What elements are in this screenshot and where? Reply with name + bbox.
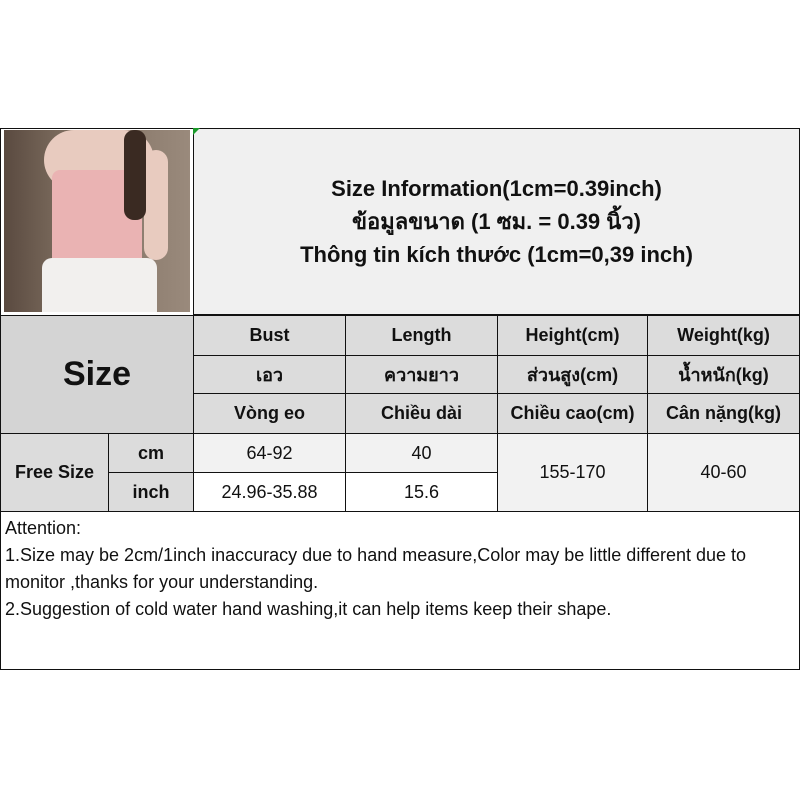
col-length-en: Length [345, 315, 498, 356]
size-header: Size [0, 315, 194, 434]
product-photo [4, 130, 190, 312]
photo-hair [124, 130, 146, 220]
col-weight-en: Weight(kg) [647, 315, 800, 356]
title-vietnamese: Thông tin kích thước (1cm=0,39 inch) [300, 242, 693, 267]
size-info-title: Size Information(1cm=0.39inch) ข้อมูลขนา… [193, 128, 800, 315]
height-value: 155-170 [497, 433, 648, 512]
attention-line-2: 2.Suggestion of cold water hand washing,… [5, 599, 612, 619]
title-thai: ข้อมูลขนาด (1 ซม. = 0.39 นิ้ว) [351, 209, 641, 234]
col-bust-th: เอว [193, 355, 346, 394]
bust-inch-value: 24.96-35.88 [193, 472, 346, 512]
cell-corner-marker [193, 128, 200, 135]
length-cm-value: 40 [345, 433, 498, 473]
length-inch-value: 15.6 [345, 472, 498, 512]
col-height-vi: Chiều cao(cm) [497, 393, 648, 434]
unit-cm: cm [108, 433, 194, 473]
attention-line-1: 1.Size may be 2cm/1inch inaccuracy due t… [5, 545, 747, 592]
title-english: Size Information(1cm=0.39inch) [331, 176, 662, 201]
col-height-en: Height(cm) [497, 315, 648, 356]
attention-heading: Attention: [5, 518, 82, 538]
photo-model-arm [144, 150, 168, 260]
attention-notes: Attention: 1.Size may be 2cm/1inch inacc… [0, 511, 800, 670]
row-free-size: Free Size [0, 433, 109, 512]
col-weight-vi: Cân nặng(kg) [647, 393, 800, 434]
col-length-th: ความยาว [345, 355, 498, 394]
col-weight-th: น้ำหนัก(kg) [647, 355, 800, 394]
col-bust-vi: Vòng eo [193, 393, 346, 434]
unit-inch: inch [108, 472, 194, 512]
weight-value: 40-60 [647, 433, 800, 512]
col-height-th: ส่วนสูง(cm) [497, 355, 648, 394]
col-bust-en: Bust [193, 315, 346, 356]
bust-cm-value: 64-92 [193, 433, 346, 473]
photo-white-skirt [42, 258, 157, 312]
col-length-vi: Chiều dài [345, 393, 498, 434]
